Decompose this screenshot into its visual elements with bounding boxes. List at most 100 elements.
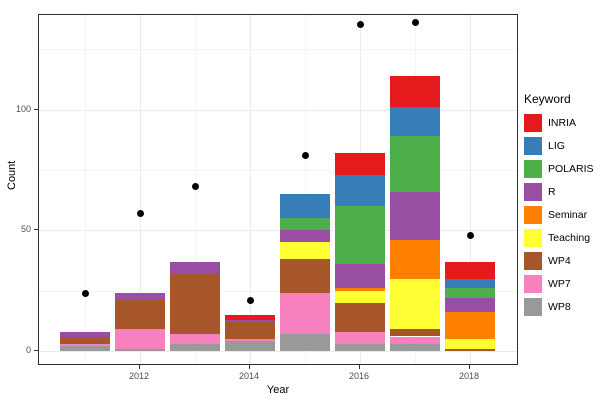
bar-segment-polaris-2015	[280, 218, 330, 231]
bar-segment-teaching-2018	[445, 338, 495, 349]
legend: Keyword INRIA LIG POLARIS R Seminar Teaching W…	[524, 92, 600, 321]
bar-segment-wp8-2011	[60, 346, 110, 351]
legend-item-seminar: Seminar	[524, 206, 600, 224]
bar-segment-wp4-2016	[335, 302, 385, 332]
bar-segment-wp4-2011	[60, 336, 110, 344]
bar-segment-teaching-2017	[390, 278, 440, 330]
legend-item-wp7: WP7	[524, 275, 600, 293]
gridline-minor-horizontal	[39, 169, 517, 171]
bar-segment-r-2016	[335, 264, 385, 289]
data-point-2013	[191, 183, 199, 191]
bar-segment-teaching-2015	[280, 242, 330, 260]
bar-segment-inria-2016	[335, 152, 385, 175]
bar-segment-seminar-2016	[335, 288, 385, 291]
bar-segment-r-2015	[280, 230, 330, 243]
bar-segment-polaris-2018	[445, 288, 495, 298]
legend-item-wp4: WP4	[524, 252, 600, 270]
legend-item-polaris: POLARIS	[524, 160, 600, 178]
y-axis-tick	[34, 350, 38, 351]
x-tick-label: 2012	[128, 371, 150, 381]
legend-label: LIG	[548, 140, 565, 152]
y-axis-title: Count	[6, 160, 18, 190]
bar-segment-wp8-2017	[390, 343, 440, 351]
bar-segment-inria-2018	[445, 261, 495, 279]
bar-segment-wp7-2015	[280, 293, 330, 335]
gridline-major-horizontal	[39, 109, 517, 111]
bar-segment-r-2012	[115, 293, 165, 301]
legend-label: WP7	[548, 278, 571, 290]
x-tick-label: 2014	[238, 371, 260, 381]
data-point-2014	[246, 296, 254, 304]
bar-segment-wp8-2015	[280, 334, 330, 351]
x-axis-tick	[359, 365, 360, 369]
legend-item-teaching: Teaching	[524, 229, 600, 247]
wp8-color-swatch-icon	[524, 298, 542, 316]
bar-segment-lig-2017	[390, 107, 440, 137]
bar-segment-wp7-2014	[225, 338, 275, 342]
x-axis-tick	[139, 365, 140, 369]
bar-segment-lig-2015	[280, 194, 330, 219]
legend-label: INRIA	[548, 117, 577, 129]
plot-panel	[38, 14, 518, 365]
bar-segment-wp8-2012	[115, 348, 165, 351]
bar-segment-lig-2018	[445, 278, 495, 289]
bar-segment-wp4-2015	[280, 259, 330, 294]
bar-segment-r-2018	[445, 297, 495, 313]
legend-items: INRIA LIG POLARIS R Seminar Teaching WP4 WP7 WP8	[524, 114, 600, 316]
data-point-2017	[411, 19, 419, 27]
bar-segment-r-2017	[390, 191, 440, 240]
bar-segment-inria-2014	[225, 314, 275, 320]
bar-segment-wp7-2016	[335, 331, 385, 344]
bar-segment-wp4-2013	[170, 273, 220, 335]
bar-segment-wp7-2012	[115, 329, 165, 349]
y-tick-label: 50	[20, 224, 31, 235]
bar-segment-wp8-2014	[225, 341, 275, 351]
y-axis-tick	[34, 108, 38, 110]
legend-item-r: R	[524, 183, 600, 201]
bar-segment-wp4-2018	[445, 348, 495, 351]
bar-segment-wp4-2017	[390, 329, 440, 337]
teaching-color-swatch-icon	[524, 229, 542, 247]
bar-segment-r-2011	[60, 331, 110, 337]
bar-segment-wp7-2011	[60, 343, 110, 347]
bar-segment-teaching-2016	[335, 290, 385, 303]
data-point-2011	[81, 289, 89, 297]
x-axis-tick	[469, 365, 470, 369]
gridline-major-horizontal	[39, 351, 517, 352]
bar-segment-wp8-2013	[170, 343, 220, 351]
bar-segment-seminar-2017	[390, 239, 440, 279]
x-tick-label: 2016	[348, 371, 370, 381]
r-color-swatch-icon	[524, 183, 542, 201]
polaris-color-swatch-icon	[524, 160, 542, 178]
gridline-minor-vertical	[85, 15, 86, 364]
bar-segment-polaris-2017	[390, 136, 440, 192]
bar-segment-wp7-2013	[170, 334, 220, 344]
gridline-minor-vertical	[305, 15, 306, 364]
bar-segment-wp8-2016	[335, 343, 385, 351]
legend-item-inria: INRIA	[524, 114, 600, 132]
bar-segment-wp4-2012	[115, 300, 165, 330]
x-tick-label: 2018	[458, 371, 480, 381]
y-tick-label: 0	[25, 345, 31, 355]
data-point-2016	[356, 21, 364, 29]
legend-item-wp8: WP8	[524, 298, 600, 316]
y-axis-tick	[34, 229, 38, 231]
legend-label: POLARIS	[548, 163, 594, 175]
legend-label: WP8	[548, 301, 571, 313]
legend-label: R	[548, 186, 556, 198]
bar-segment-r-2014	[225, 319, 275, 322]
legend-item-lig: LIG	[524, 137, 600, 155]
gridline-minor-horizontal	[39, 290, 517, 292]
legend-label: Seminar	[548, 209, 588, 221]
legend-label: Teaching	[548, 232, 591, 244]
wp4-color-swatch-icon	[524, 252, 542, 270]
wp7-color-swatch-icon	[524, 275, 542, 293]
data-point-2015	[301, 151, 309, 159]
seminar-color-swatch-icon	[524, 206, 542, 224]
data-point-2018	[466, 231, 474, 239]
bar-segment-r-2013	[170, 261, 220, 274]
bar-segment-inria-2017	[390, 75, 440, 108]
lig-color-swatch-icon	[524, 137, 542, 155]
bar-segment-seminar-2018	[445, 312, 495, 339]
